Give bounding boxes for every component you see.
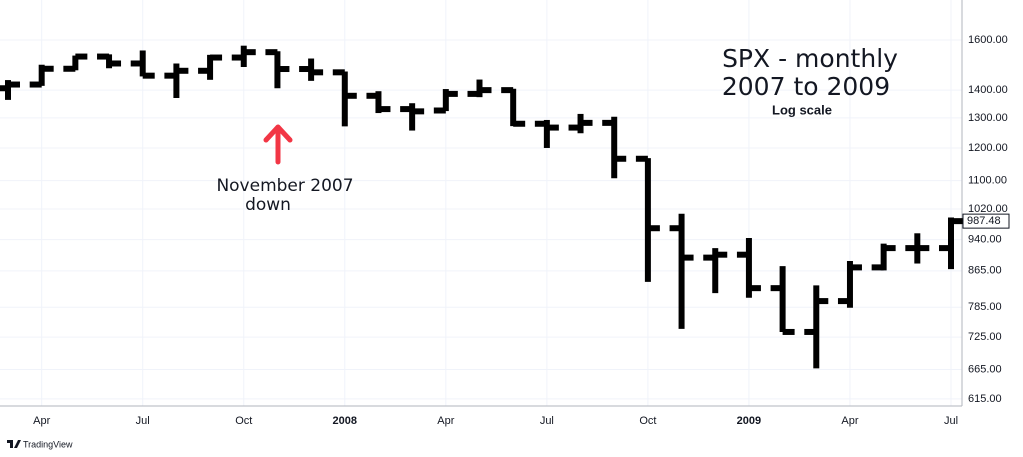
x-tick-label: Oct — [639, 415, 656, 427]
x-tick-label: 2009 — [737, 415, 761, 427]
y-tick-label: 1020.00 — [968, 203, 1008, 215]
y-tick-label: 940.00 — [968, 234, 1002, 246]
brand-logo: TradingView — [7, 439, 73, 449]
grid — [0, 0, 962, 406]
y-tick-label: 865.00 — [968, 265, 1002, 277]
scale-note: Log scale — [772, 102, 832, 117]
last-price-box — [962, 213, 1010, 229]
annotation: November 2007 — [216, 176, 353, 196]
annotation: down — [245, 195, 291, 215]
y-tick-label: 725.00 — [968, 331, 1002, 343]
y-tick-label: 1400.00 — [968, 84, 1008, 96]
last-price-label: 987.48 — [967, 215, 1001, 227]
y-tick-label: 785.00 — [968, 301, 1002, 313]
x-tick-label: Apr — [33, 415, 50, 427]
y-tick-label: 615.00 — [968, 393, 1002, 405]
y-tick-label: 665.00 — [968, 363, 1002, 375]
brand: TradingView — [23, 439, 73, 449]
arrow — [263, 124, 293, 165]
chart-title: SPX - monthly — [722, 44, 898, 73]
x-tick-label: Jul — [136, 415, 150, 427]
x-tick-label: Apr — [841, 415, 858, 427]
y-tick-label: 1200.00 — [968, 142, 1008, 154]
chart-subtitle: 2007 to 2009 — [722, 72, 890, 101]
x-tick-label: Jul — [540, 415, 554, 427]
x-tick-label: Oct — [235, 415, 252, 427]
y-tick-label: 1600.00 — [968, 34, 1008, 46]
x-tick-label: Jul — [944, 415, 958, 427]
y-tick-label: 1300.00 — [968, 112, 1008, 124]
x-tick-label: Apr — [437, 415, 454, 427]
y-tick-label: 1100.00 — [968, 175, 1007, 187]
x-tick-label: 2008 — [333, 415, 357, 427]
